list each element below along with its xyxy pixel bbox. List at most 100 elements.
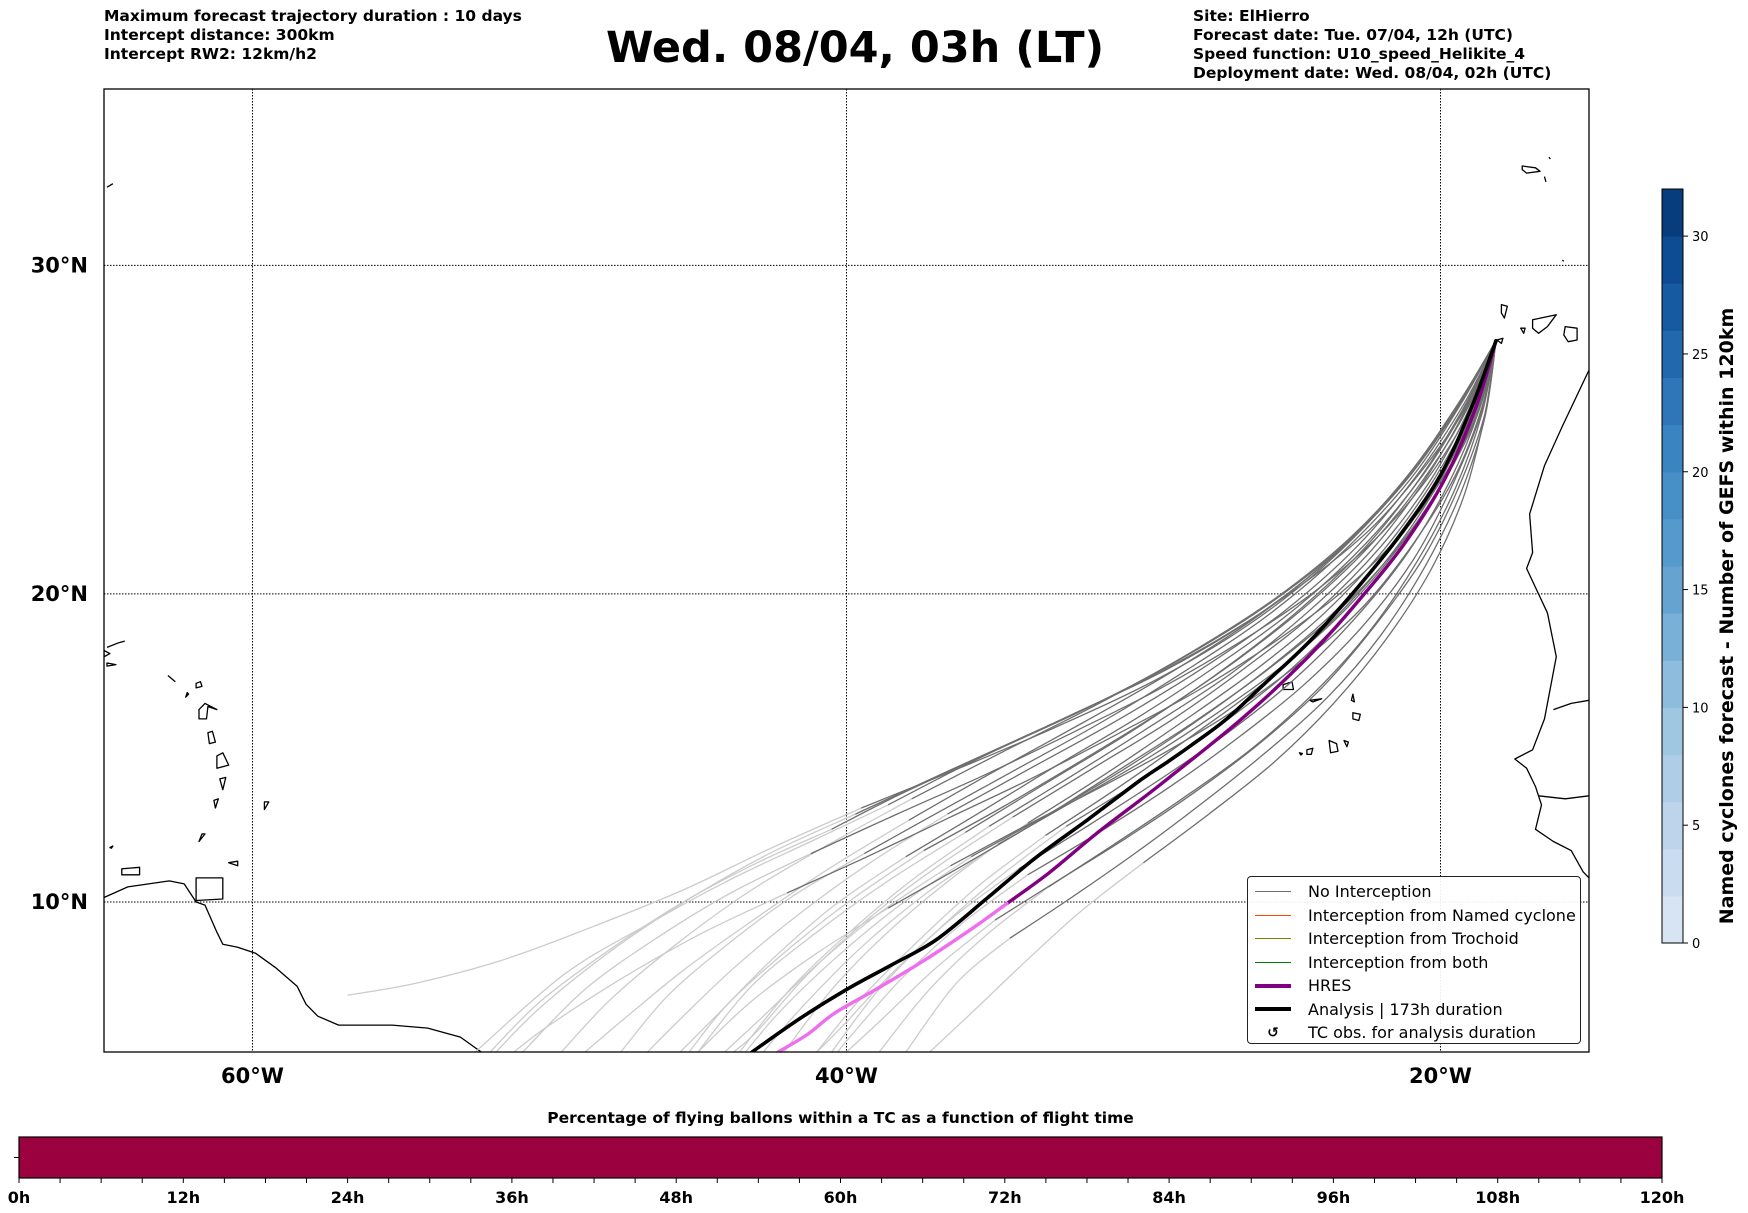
legend-label: No Interception — [1308, 882, 1432, 902]
colorbar-tick-label: 15 — [1692, 584, 1709, 599]
coastline-cape-verde-sao-nicolau — [1309, 698, 1323, 703]
member-track-late — [724, 865, 951, 1052]
member-track-no-interception — [861, 340, 1497, 809]
coastline-antigua — [195, 681, 203, 689]
member-track-no-interception — [997, 340, 1497, 846]
ensemble-tracks-no-interception — [786, 340, 1497, 939]
member-track-late — [905, 937, 1011, 1052]
coastline-montserrat — [185, 691, 190, 698]
coastline-africa-senegal-river — [1553, 699, 1589, 711]
member-track-late — [560, 798, 913, 1052]
coastline-virgin-islands — [106, 640, 125, 649]
coastline-cape-verde-maio — [1343, 739, 1350, 748]
coastline-st-vincent — [213, 798, 219, 809]
flight-time-tick-label: 36h — [495, 1188, 529, 1207]
coastline-st-kitts — [167, 675, 176, 683]
lat-tick-label: 30°N — [31, 253, 88, 277]
colorbar-band — [1662, 189, 1683, 237]
member-track-no-interception — [1048, 340, 1497, 888]
coastline-cape-verde-santiago — [1328, 739, 1339, 754]
colorbar-frame — [1661, 188, 1684, 944]
colorbar-band — [1662, 283, 1683, 331]
coastline-martinique — [216, 752, 230, 769]
colorbar-band — [1662, 707, 1683, 756]
map-tick-labels: 60°W 40°W 20°W 30°N 20°N 10°N — [31, 253, 1472, 1088]
lon-tick-label: 40°W — [815, 1064, 878, 1088]
member-track-no-interception — [887, 340, 1497, 909]
member-track-no-interception — [855, 340, 1497, 815]
colorbar-band — [1662, 330, 1683, 379]
coastline-cape-verde-brava — [1298, 752, 1304, 756]
legend-swatch-line-icon — [1254, 891, 1292, 893]
member-track-late — [697, 907, 889, 1052]
member-track-no-interception — [1018, 340, 1497, 870]
coastline-canary-la-palma — [1500, 303, 1508, 319]
hres-track — [1005, 339, 1498, 906]
site-text: Site: ElHierro — [1193, 7, 1310, 25]
colorbar-band — [1662, 377, 1683, 426]
member-track-late — [347, 807, 862, 996]
run-parameters: Maximum forecast trajectory duration : 1… — [104, 7, 522, 64]
member-track-no-interception — [1009, 340, 1497, 939]
legend-label: Analysis | 173h duration — [1308, 999, 1503, 1019]
map-legend: No Interception Interception from Named c… — [1247, 876, 1581, 1044]
coastline-south-america-coast — [104, 880, 482, 1052]
lat-tick-label: 20°N — [31, 582, 88, 606]
coastline-guadeloupe — [198, 702, 218, 720]
flight-time-fill — [18, 1136, 1663, 1179]
map-frame — [103, 88, 1590, 1053]
coastline-selvagens — [1561, 259, 1565, 262]
legend-label: Interception from Named cyclone — [1308, 905, 1576, 925]
coastline-africa-west-coast — [1514, 369, 1589, 879]
member-track-late — [489, 828, 832, 1052]
flight-time-title: Percentage of flying ballons within a TC… — [547, 1109, 1134, 1127]
member-track-no-interception — [786, 340, 1497, 894]
legend-swatch-line-icon — [1254, 983, 1292, 988]
deployment-date-text: Deployment date: Wed. 08/04, 02h (UTC) — [1193, 64, 1552, 82]
flight-time-tick-label: 96h — [1317, 1188, 1351, 1207]
figure-title: Wed. 08/04, 03h (LT) — [606, 23, 1105, 73]
member-track-no-interception — [911, 340, 1497, 800]
tc-obs-icon: ↺ — [1254, 1025, 1292, 1041]
speed-function-text: Speed function: U10_speed_Helikite_4 — [1193, 45, 1526, 63]
coastline-cape-verde-boa-vista — [1352, 712, 1361, 722]
member-track-late — [495, 813, 856, 1052]
flight-time-tick-label: 0h — [8, 1188, 31, 1207]
coastline-porto-santo — [1548, 156, 1551, 160]
legend-line — [1255, 891, 1291, 893]
coastline-cape-verde-fogo — [1306, 747, 1314, 756]
colorbar-tick-label: 30 — [1692, 230, 1709, 245]
member-track-no-interception — [923, 340, 1497, 852]
colorbar-band — [1662, 660, 1683, 708]
member-track-no-interception — [994, 340, 1497, 921]
legend-line — [1255, 1007, 1291, 1012]
member-track-late — [688, 850, 925, 1052]
lat-tick-label: 10°N — [31, 890, 88, 914]
legend-swatch-line-icon — [1254, 1007, 1292, 1012]
forecast-date-text: Forecast date: Tue. 07/04, 12h (UTC) — [1193, 26, 1514, 44]
member-track-no-interception — [988, 340, 1497, 827]
legend-item: No Interception — [1248, 880, 1580, 904]
legend-line — [1255, 983, 1291, 988]
member-track-no-interception — [1012, 340, 1497, 818]
colorbar-band — [1662, 471, 1683, 520]
colorbar-tick-label: 20 — [1692, 466, 1709, 481]
member-track-no-interception — [1143, 340, 1497, 864]
coastline-st-lucia — [219, 776, 227, 791]
colorbar-band — [1662, 613, 1683, 661]
member-track-late — [584, 819, 910, 1052]
legend-label: TC obs. for analysis duration — [1308, 1023, 1536, 1043]
coastline-la-orchila — [109, 845, 114, 849]
member-track-late — [739, 825, 990, 1052]
flight-time-tick-label: 24h — [331, 1188, 365, 1207]
member-track-no-interception — [970, 340, 1497, 858]
colorbar-tick-label: 5 — [1692, 819, 1700, 834]
lon-tick-label: 60°W — [221, 1064, 284, 1088]
flight-time-tick-label: 48h — [659, 1188, 693, 1207]
legend-line — [1255, 914, 1291, 916]
member-track-late — [522, 853, 812, 1052]
colorbar-label: Named cyclones forecast - Number of GEFS… — [1716, 308, 1738, 925]
member-track-no-interception — [831, 340, 1497, 830]
member-track-no-interception — [908, 340, 1497, 821]
